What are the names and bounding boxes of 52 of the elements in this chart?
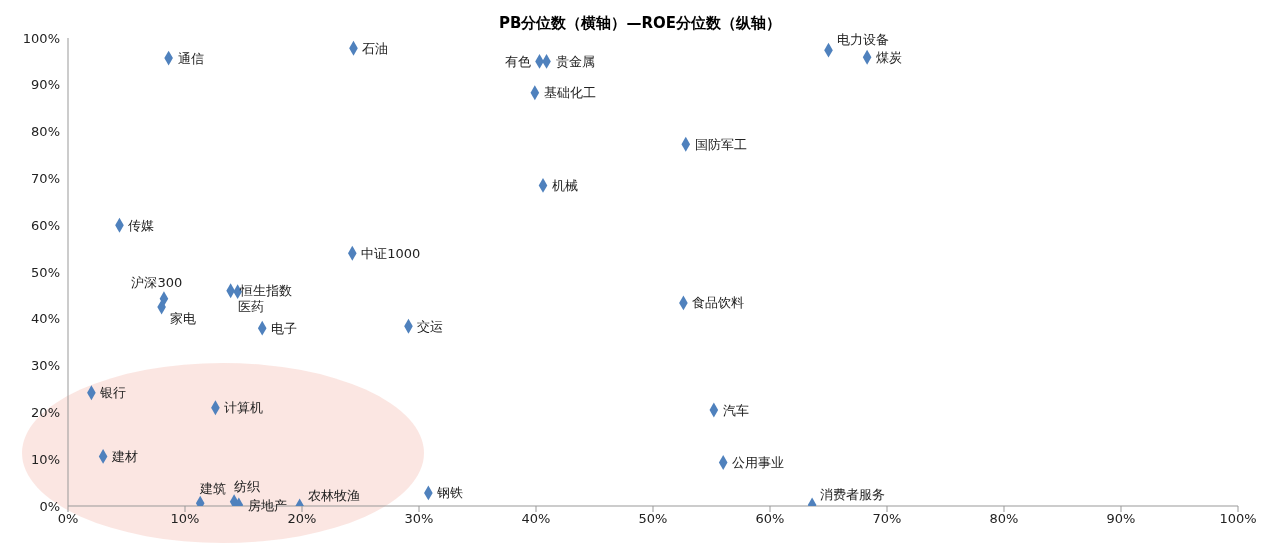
x-tick-label: 40% [521,511,551,527]
x-tick-label: 90% [1106,511,1136,527]
y-tick-label: 40% [31,311,60,327]
series-label: 消费者服务 [820,486,886,502]
series-label: 钢铁 [436,485,464,501]
x-tick-label: 0% [57,511,79,527]
series-label: 医药 [237,299,264,315]
series-label: 汽车 [722,402,749,418]
x-tick-label: 50% [638,511,668,527]
series-label: 纺织 [234,479,261,495]
y-tick-label: 20% [31,405,60,421]
series-label: 家电 [169,310,196,326]
series-label: 建材 [111,448,139,464]
x-tick-label: 30% [404,511,434,527]
series-label: 电子 [271,320,298,336]
series-label: 石油 [362,40,389,56]
y-tick-label: 0% [39,498,60,514]
x-tick-label: 10% [170,511,200,527]
series-label: 基础化工 [543,85,596,101]
x-tick-label: 100% [1219,511,1257,527]
x-tick-label: 80% [989,511,1019,527]
y-tick-label: 50% [31,264,60,280]
series-label: 传媒 [128,217,155,233]
y-tick-label: 60% [31,217,60,233]
y-tick-label: 10% [31,451,60,467]
series-label: 煤炭 [876,49,903,65]
x-tick-label: 60% [755,511,785,527]
x-tick-label: 70% [872,511,902,527]
y-tick-label: 70% [31,171,60,187]
series-label: 贵金属 [555,53,595,69]
series-label: 农林牧渔 [307,487,360,503]
series-label: 中证1000 [361,245,421,261]
series-label: 国防军工 [694,136,747,152]
series-label: 机械 [552,177,579,193]
chart-title: PB分位数（横轴）—ROE分位数（纵轴） [499,14,781,32]
series-label: 恒生指数 [238,283,292,299]
y-tick-label: 30% [31,358,60,374]
series-label: 银行 [99,385,127,401]
y-tick-label: 90% [31,77,60,93]
series-label: 有色 [504,53,531,69]
series-label: 电力设备 [836,31,889,47]
series-label: 交运 [417,318,444,334]
x-tick-label: 20% [287,511,317,527]
series-label: 公用事业 [732,454,785,470]
series-label: 沪深300 [131,275,183,291]
series-label: 食品饮料 [692,295,745,311]
series-label: 通信 [177,50,204,66]
series-label: 计算机 [224,400,264,416]
y-tick-label: 100% [22,30,60,46]
series-label: 房地产 [247,497,287,513]
y-tick-label: 80% [31,124,60,140]
series-label: 建筑 [199,480,227,496]
